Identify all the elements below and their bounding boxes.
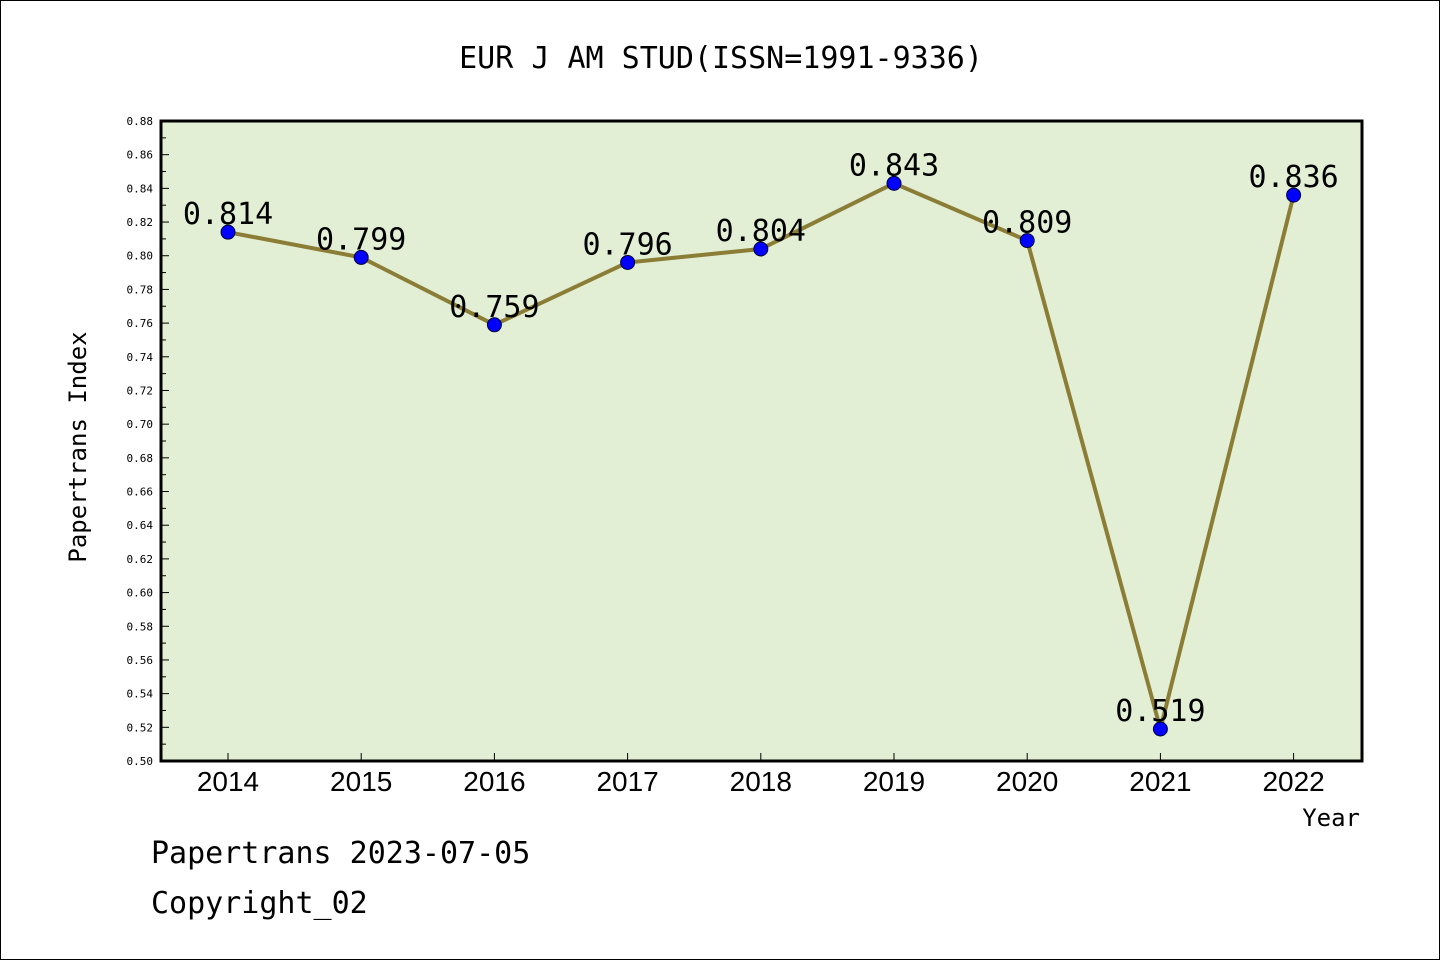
series-markers (220, 175, 1302, 737)
data-label: 0.759 (449, 290, 539, 325)
y-tick-label: 0.74 (127, 351, 154, 364)
y-tick-label: 0.52 (127, 721, 154, 734)
y-tick-label: 0.68 (127, 452, 154, 465)
data-label: 0.843 (849, 148, 939, 183)
data-labels: 0.814 0.799 0.759 0.796 0.804 0.843 0.809 0.519… (183, 148, 1339, 729)
y-tick-label: 0.60 (127, 587, 154, 600)
chart-title: EUR J AM STUD(ISSN=1991-9336) (459, 41, 983, 76)
data-label: 0.796 (582, 227, 672, 262)
data-point (486, 317, 502, 333)
x-tick-label: 2017 (596, 766, 658, 797)
data-point (1152, 721, 1168, 737)
y-tick-label: 0.78 (127, 283, 154, 296)
y-tick-label: 0.56 (127, 654, 154, 667)
y-tick-label: 0.72 (127, 384, 154, 397)
y-tick-label: 0.62 (127, 553, 154, 566)
y-tick-label: 0.58 (127, 620, 154, 633)
plot-area (159, 119, 1364, 763)
data-point (220, 224, 236, 240)
y-axis: 0.50 0.52 0.54 0.56 0.58 0.60 0.62 0.64 0.66 0.68… (127, 115, 169, 768)
data-label: 0.799 (316, 222, 406, 257)
x-tick-label: 2015 (330, 766, 392, 797)
y-tick-label: 0.88 (127, 115, 154, 128)
y-axis-label: Papertrans Index (64, 331, 92, 562)
data-point (1286, 187, 1302, 203)
y-tick-label: 0.82 (127, 216, 154, 229)
data-point (753, 241, 769, 257)
y-tick-label: 0.66 (127, 486, 154, 499)
y-tick-label: 0.64 (127, 519, 154, 532)
y-tick-label: 0.50 (127, 755, 154, 768)
y-tick-label: 0.54 (127, 688, 154, 701)
data-label: 0.519 (1115, 694, 1205, 729)
x-tick-label: 2016 (463, 766, 525, 797)
data-label: 0.809 (982, 206, 1072, 241)
data-label: 0.804 (716, 214, 806, 249)
y-tick-label: 0.80 (127, 250, 154, 263)
data-label: 0.814 (183, 197, 273, 232)
data-point (1019, 233, 1035, 249)
x-tick-label: 2022 (1262, 766, 1324, 797)
y-tick-label: 0.86 (127, 149, 154, 162)
y-tick-label: 0.70 (127, 418, 154, 431)
x-tick-label: 2020 (996, 766, 1058, 797)
data-point (886, 175, 902, 191)
footer-copyright: Copyright_02 (151, 886, 368, 921)
footer-date: Papertrans 2023-07-05 (151, 836, 531, 871)
x-tick-label: 2021 (1129, 766, 1191, 797)
data-label: 0.836 (1248, 160, 1338, 195)
data-point (620, 254, 636, 270)
x-tick-label: 2014 (197, 766, 259, 797)
x-axis-label: Year (1302, 804, 1360, 832)
y-tick-label: 0.76 (127, 317, 154, 330)
x-axis: 2014 2015 2016 2017 2018 2019 2020 2021 2022 (197, 753, 1325, 797)
data-point (353, 249, 369, 265)
y-tick-label: 0.84 (127, 182, 154, 195)
x-tick-label: 2018 (730, 766, 792, 797)
x-tick-label: 2019 (863, 766, 925, 797)
